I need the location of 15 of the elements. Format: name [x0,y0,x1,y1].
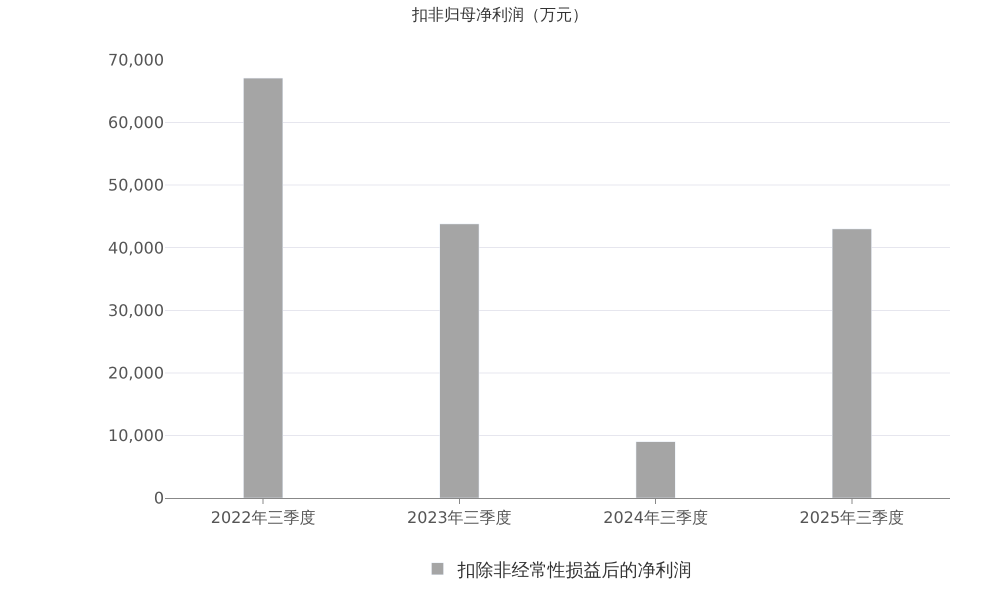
x-tick-label: 2022年三季度 [210,508,316,528]
y-tick-label: 70,000 [108,50,164,70]
y-tick-label: 0 [154,488,164,508]
y-tick-label: 50,000 [108,176,164,195]
y-tick-label: 10,000 [108,426,164,446]
y-tick-label: 60,000 [108,113,164,132]
bar [636,441,676,498]
x-tick-label: 2025年三季度 [800,508,904,528]
x-tick-label: 2023年三季度 [407,508,512,528]
y-tick-label: 20,000 [108,363,164,382]
y-tick-label: 40,000 [108,238,164,258]
chart-title: 扣非归母净利润（万元） [411,5,588,24]
y-tick-label: 30,000 [108,300,164,320]
x-tick-label: 2024年三季度 [603,508,708,528]
legend-label: 扣除非经常性损益后的净利润 [456,560,692,581]
